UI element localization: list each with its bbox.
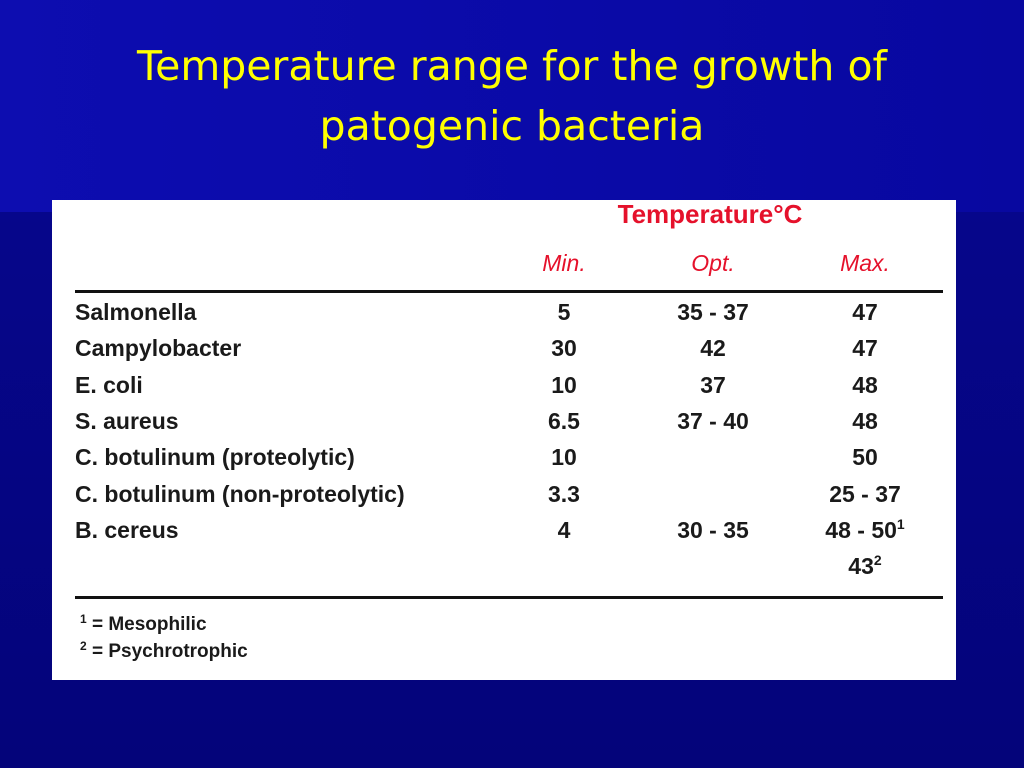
cell-text: 48 - 50 bbox=[825, 516, 897, 543]
cell-text: 43 bbox=[848, 553, 874, 580]
column-header: Min. bbox=[542, 250, 586, 276]
slide-title: Temperature range for the growth of pato… bbox=[137, 42, 887, 150]
cell: 25 - 37 bbox=[829, 480, 901, 507]
cell: 4 bbox=[557, 516, 571, 543]
cell: 37 - 40 bbox=[677, 407, 749, 434]
row-label: C. botulinum (non-proteolytic) bbox=[75, 480, 405, 507]
footnote: 2 = Psychrotrophic bbox=[80, 638, 248, 666]
row-label: E. coli bbox=[75, 371, 143, 398]
row-label: B. cereus bbox=[75, 516, 179, 543]
group-header: Temperature°C bbox=[617, 199, 803, 229]
cell: 5 bbox=[557, 299, 571, 325]
cell: 3.3 bbox=[548, 480, 580, 507]
cell: 50 bbox=[852, 444, 878, 471]
rule bbox=[75, 596, 943, 599]
footnote-mark: 1 bbox=[80, 612, 87, 626]
cell: 6.5 bbox=[548, 407, 580, 434]
table-panel: Temperature°C Min. Opt. Max. Salmonella 5 35 -… bbox=[52, 200, 956, 680]
cell: 432 bbox=[715, 552, 1015, 580]
footnote-mark: 2 bbox=[873, 552, 882, 569]
cell: 48 bbox=[852, 371, 878, 398]
footnote-text: = Psychrotrophic bbox=[91, 641, 248, 662]
column-header: Opt. bbox=[691, 250, 735, 276]
row-label: C. botulinum (proteolytic) bbox=[75, 444, 355, 471]
footnote-mark: 2 bbox=[80, 639, 87, 653]
cell: 42 bbox=[700, 335, 726, 362]
cell: 30 - 35 bbox=[677, 516, 749, 543]
cell: 37 bbox=[700, 371, 726, 398]
title-band bbox=[0, 0, 1024, 212]
cell: 10 bbox=[551, 444, 577, 471]
cell: 48 - 501 bbox=[715, 516, 1015, 544]
cell: 47 bbox=[852, 299, 878, 325]
row-label: S. aureus bbox=[75, 407, 179, 434]
row-label: Salmonella bbox=[75, 299, 197, 325]
footnote-mark: 1 bbox=[896, 515, 905, 532]
footnote: 1 = Mesophilic bbox=[80, 611, 207, 639]
cell: 10 bbox=[551, 371, 577, 398]
row-label: Campylobacter bbox=[75, 335, 242, 362]
cell: 47 bbox=[852, 335, 878, 362]
footnote-text: = Mesophilic bbox=[91, 614, 207, 635]
cell: 30 bbox=[551, 335, 577, 362]
column-header: Max. bbox=[840, 250, 890, 276]
cell: 35 - 37 bbox=[677, 299, 749, 325]
rule bbox=[75, 290, 943, 293]
cell: 48 bbox=[852, 407, 878, 434]
